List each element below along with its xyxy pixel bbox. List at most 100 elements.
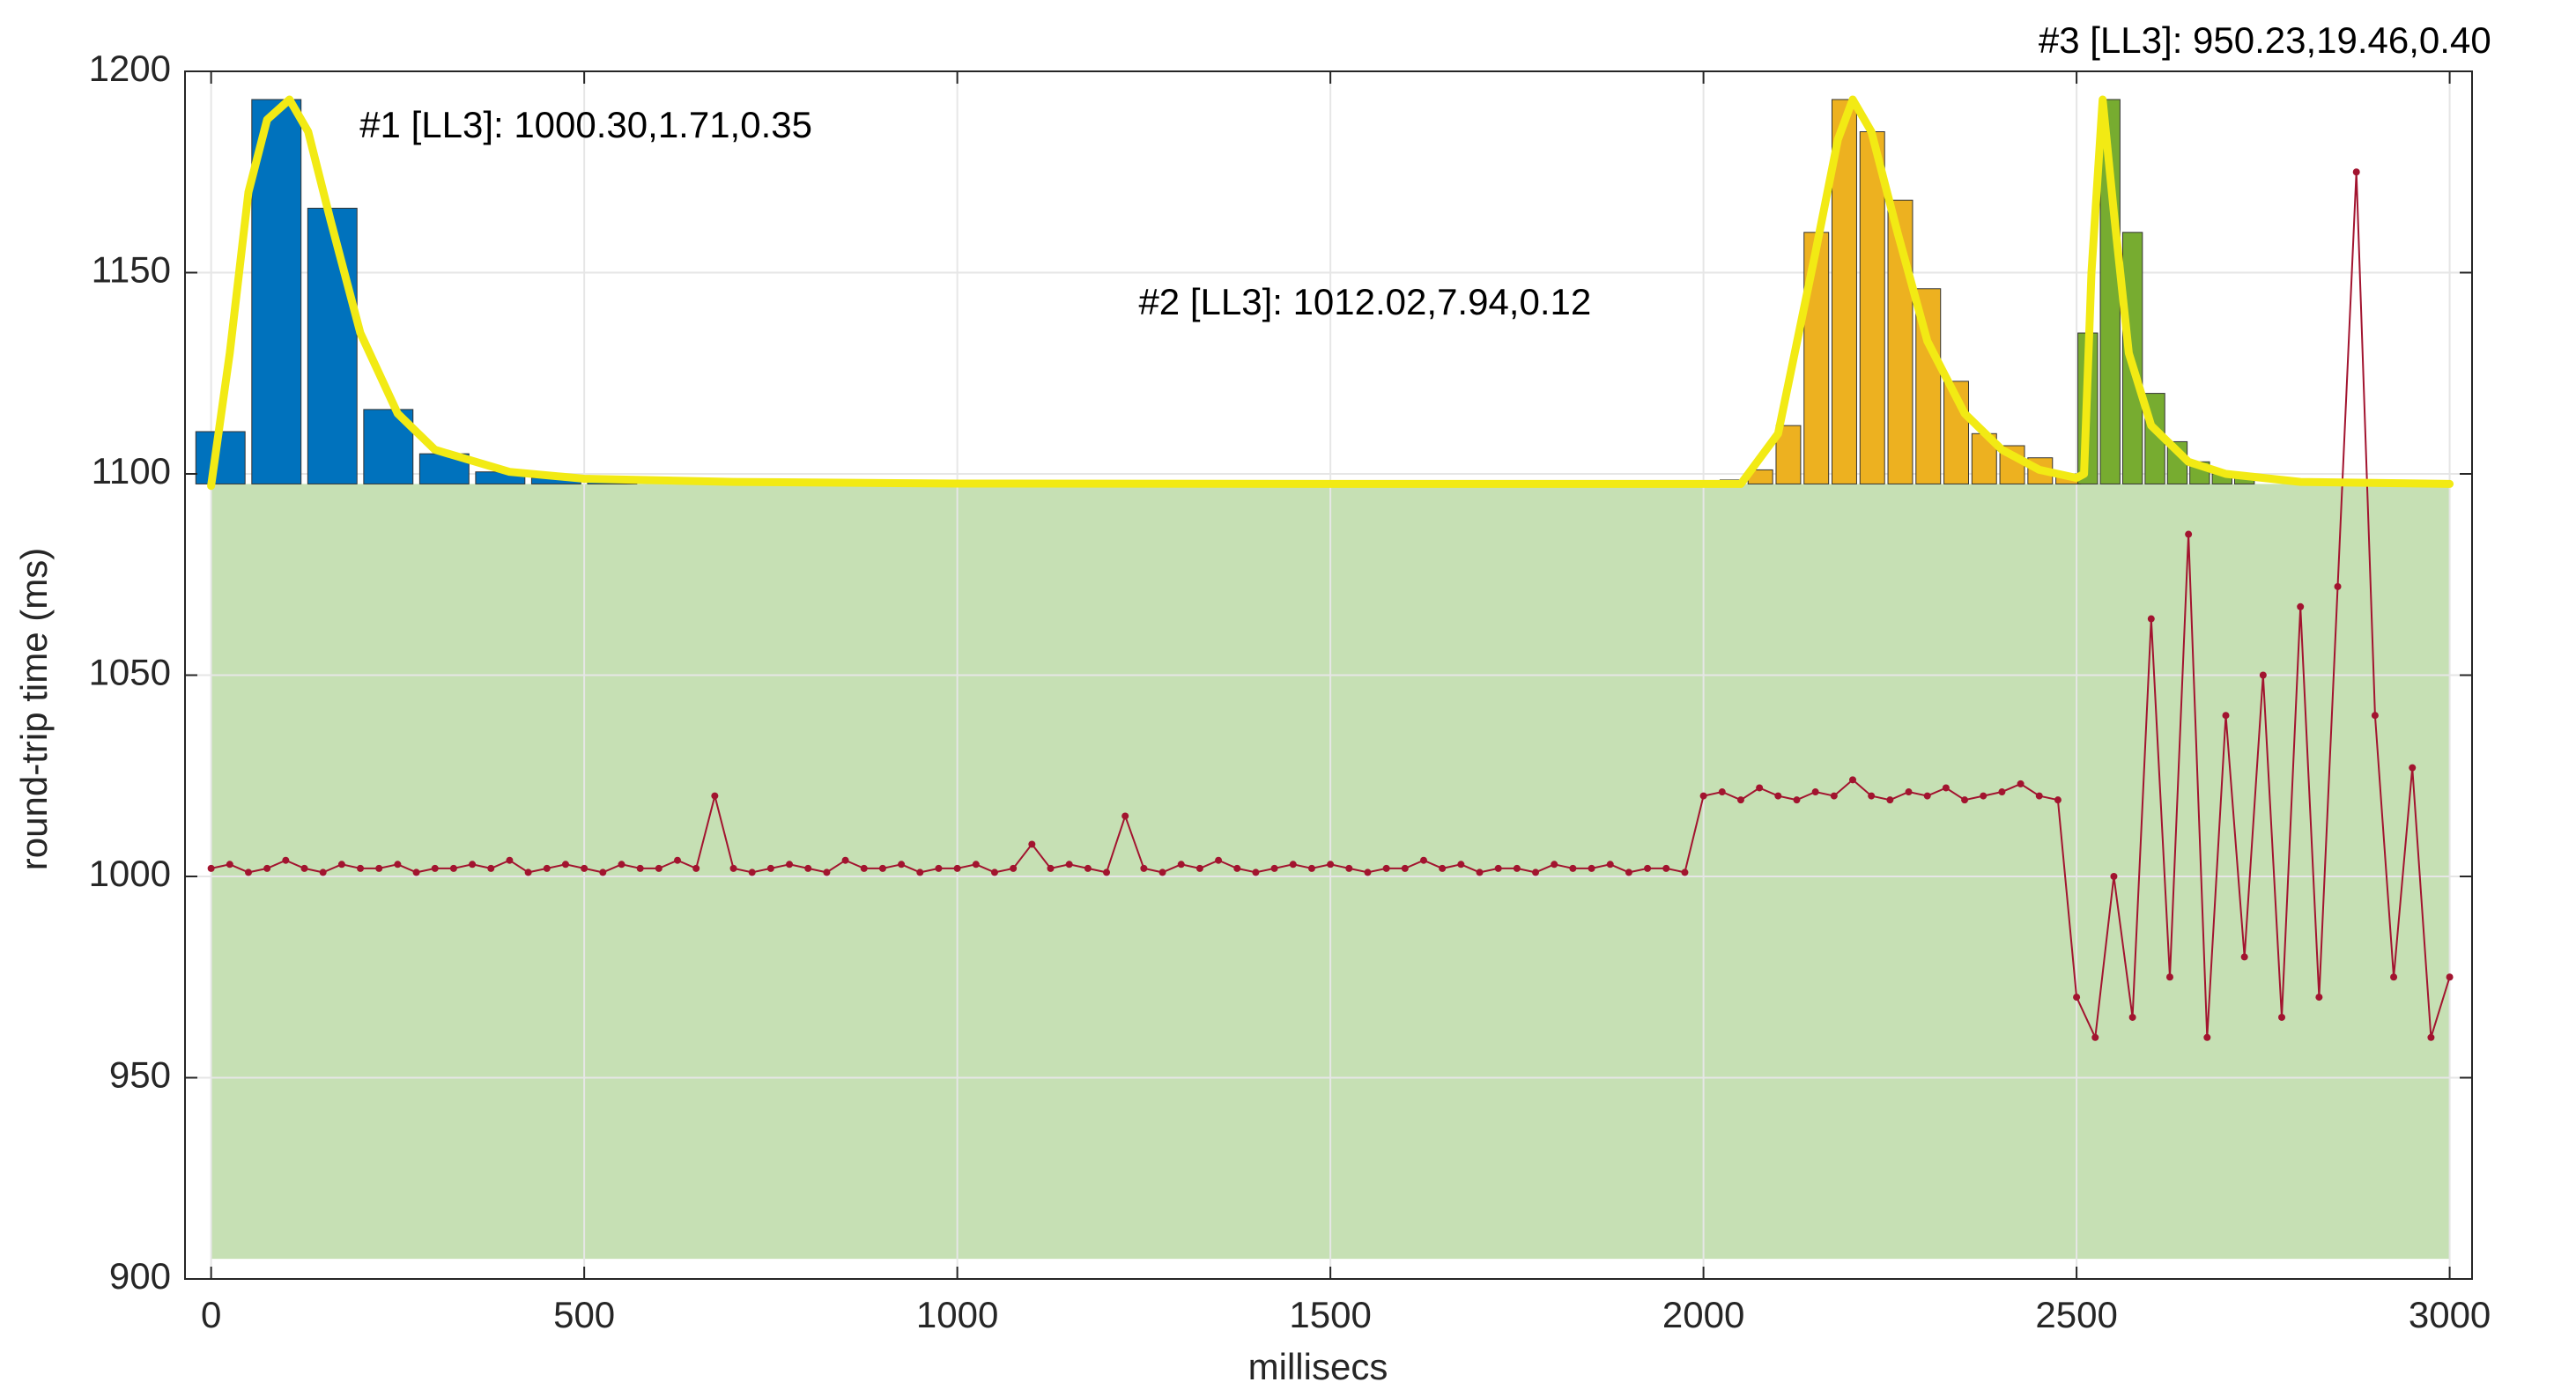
- axes-layer: 900 950 1000 1050 1100 1150 1200 0 500 1000 1500 20…: [89, 48, 2491, 1335]
- rtt-point: [1327, 861, 1335, 869]
- rtt-point: [2240, 953, 2248, 961]
- rtt-point: [711, 792, 719, 800]
- rtt-point: [2334, 582, 2342, 590]
- rtt-point: [1494, 864, 1502, 872]
- y-tick-label: 1100: [92, 450, 171, 492]
- rtt-point: [2203, 1033, 2211, 1041]
- rtt-point: [1849, 776, 1857, 784]
- rtt-point: [2427, 1033, 2435, 1041]
- rtt-point: [618, 861, 625, 869]
- histogram-bar: [251, 99, 302, 484]
- rtt-point: [674, 856, 682, 864]
- rtt-point: [337, 861, 345, 869]
- rtt-point: [2147, 615, 2155, 623]
- rtt-point: [748, 869, 756, 876]
- rtt-point: [916, 869, 924, 876]
- rtt-point: [860, 864, 868, 872]
- rtt-point: [1103, 869, 1111, 876]
- rtt-point: [1289, 861, 1297, 869]
- rtt-point: [581, 864, 588, 872]
- rtt-point: [1625, 869, 1632, 876]
- histogram-bar: [1803, 232, 1830, 484]
- rtt-point: [1644, 864, 1652, 872]
- rtt-point: [729, 864, 737, 872]
- rtt-point: [2259, 671, 2267, 679]
- rtt-point: [1886, 796, 1894, 804]
- axes-box: [184, 70, 2473, 1280]
- rtt-point: [1158, 869, 1166, 876]
- rtt-point: [394, 861, 402, 869]
- rtt-point: [2222, 712, 2230, 720]
- rtt-point: [543, 864, 551, 872]
- rtt-point: [953, 864, 961, 872]
- data-layer: #1 [LL3]: 1000.30,1.71,0.35 #2 [LL3]: 101…: [195, 19, 2491, 1041]
- rtt-point: [1830, 792, 1838, 800]
- rtt-point: [2035, 792, 2043, 800]
- rtt-point: [766, 864, 774, 872]
- rtt-point: [1905, 788, 1913, 796]
- x-tick-label: 500: [553, 1294, 615, 1335]
- rtt-point: [1998, 788, 2006, 796]
- rtt-point: [207, 864, 215, 872]
- annotation: #2 [LL3]: 1012.02,7.94,0.12: [1138, 281, 1591, 322]
- rtt-point: [357, 864, 365, 872]
- rtt-point: [1439, 864, 1447, 872]
- y-tick-label: 1050: [89, 652, 171, 693]
- rtt-point: [1606, 861, 1614, 869]
- rtt-point: [1084, 864, 1092, 872]
- rtt-point: [935, 864, 943, 872]
- rtt-point: [1270, 864, 1278, 872]
- rtt-point: [1345, 864, 1353, 872]
- x-tick-label: 3000: [2409, 1294, 2491, 1335]
- rtt-point: [655, 864, 663, 872]
- rtt-point: [412, 869, 420, 876]
- rtt-point: [1942, 784, 1950, 792]
- rtt-point: [898, 861, 906, 869]
- rtt-point: [599, 869, 607, 876]
- x-tick-label: 2500: [2035, 1294, 2117, 1335]
- annotation: #1 [LL3]: 1000.30,1.71,0.35: [359, 104, 812, 145]
- annotation: #3 [LL3]: 950.23,19.46,0.40: [2039, 19, 2491, 61]
- y-tick-label: 1150: [92, 249, 171, 291]
- rtt-point: [1215, 856, 1223, 864]
- rtt-point: [263, 864, 271, 872]
- rtt-point: [244, 869, 252, 876]
- rtt-point: [1923, 792, 1931, 800]
- rtt-point: [1793, 796, 1801, 804]
- rtt-point: [1736, 796, 1744, 804]
- rtt-point: [972, 861, 980, 869]
- x-tick-label: 2000: [1662, 1294, 1744, 1335]
- rtt-point: [469, 861, 477, 869]
- rtt-point: [1961, 796, 1969, 804]
- rtt-point: [1252, 869, 1260, 876]
- rtt-point: [2165, 973, 2173, 981]
- rtt-point: [1028, 840, 1036, 848]
- rtt-point: [786, 861, 794, 869]
- rtt-point: [2110, 873, 2118, 880]
- x-tick-label: 1000: [916, 1294, 998, 1335]
- rtt-point: [449, 864, 457, 872]
- rtt-point: [2128, 1013, 2136, 1021]
- y-tick-label: 1000: [89, 853, 171, 894]
- rtt-point: [506, 856, 514, 864]
- rtt-point: [2352, 168, 2360, 176]
- x-tick-label: 0: [201, 1294, 221, 1335]
- histogram-bar: [307, 207, 358, 484]
- rtt-point: [487, 864, 495, 872]
- rtt-point: [1569, 864, 1577, 872]
- rtt-point: [1195, 864, 1203, 872]
- rtt-point: [282, 856, 290, 864]
- rtt-point: [1532, 869, 1540, 876]
- rtt-point: [804, 864, 812, 872]
- rtt-point: [2315, 994, 2323, 1002]
- grid-layer: [185, 70, 2472, 1280]
- rtt-point: [1551, 861, 1558, 869]
- rtt-point: [636, 864, 644, 872]
- y-tick-label: 950: [109, 1054, 171, 1096]
- rtt-point: [375, 864, 383, 872]
- y-tick-label: 1200: [89, 48, 171, 89]
- rtt-point: [1177, 861, 1185, 869]
- rtt-point: [1662, 864, 1670, 872]
- rtt-point: [1364, 869, 1372, 876]
- rtt-point: [1010, 864, 1018, 872]
